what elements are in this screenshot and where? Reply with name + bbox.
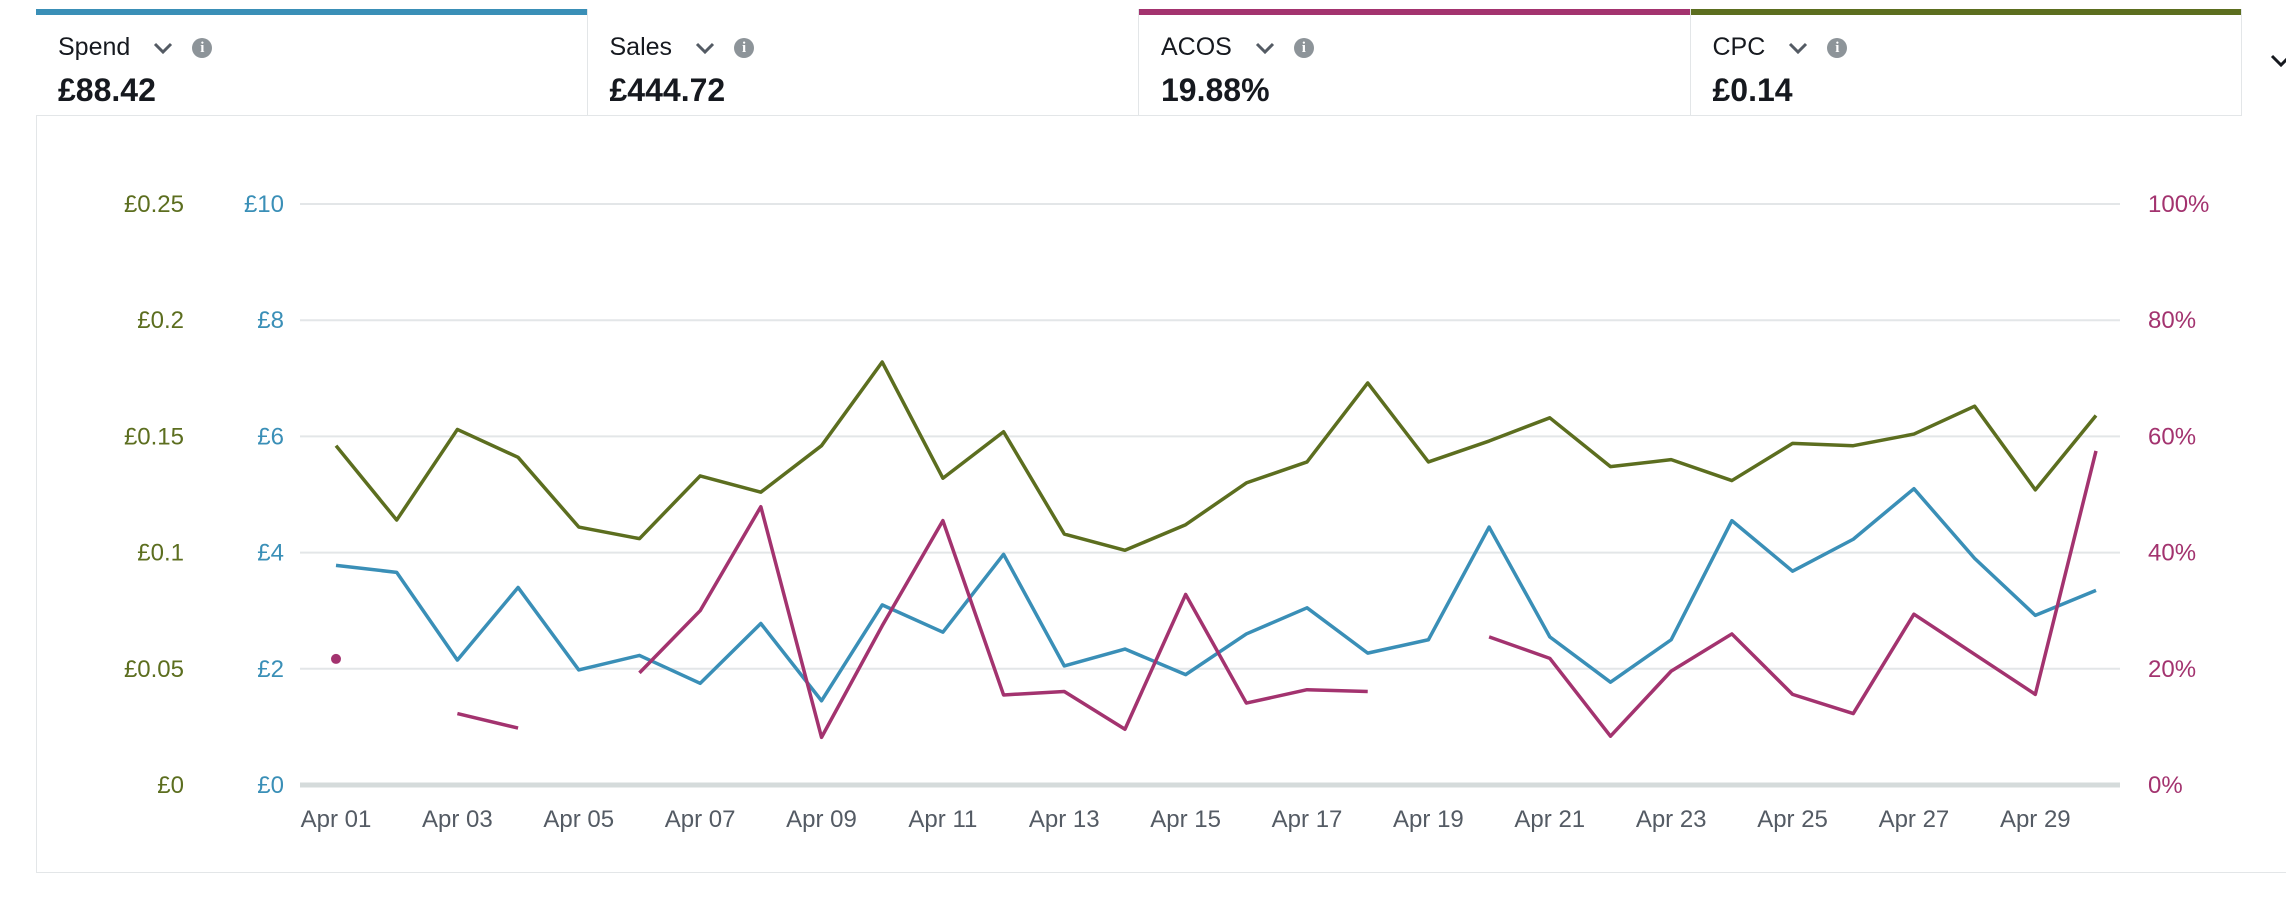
spend-tick-label: £0	[257, 772, 284, 799]
chart-panel	[36, 9, 2286, 873]
x-tick-label: Apr 25	[1757, 806, 1828, 833]
metric-name: Spend	[58, 33, 131, 61]
x-tick-label: Apr 23	[1636, 806, 1707, 833]
cpc-tick-label: £0.1	[137, 540, 184, 567]
x-tick-label: Apr 27	[1879, 806, 1950, 833]
acos-series-line	[1488, 450, 2098, 738]
metric-name: CPC	[1712, 33, 1766, 61]
cpc-tick-label: £0	[157, 772, 184, 799]
metric-value: £88.42	[58, 72, 156, 108]
spend-tick-label: £8	[257, 307, 284, 334]
x-tick-label: Apr 13	[1029, 806, 1100, 833]
acos-tick-label: 20%	[2148, 656, 2196, 683]
spend-tick-label: £4	[257, 540, 284, 567]
metric-tile-spend[interactable]: Spend i £88.42	[36, 9, 587, 116]
x-tick-label: Apr 19	[1393, 806, 1464, 833]
collapse-chevron-icon[interactable]	[2268, 48, 2286, 74]
metric-tile-sales[interactable]: Sales i £444.72	[586, 9, 1138, 116]
metric-tiles: Spend i £88.42 Sales i £444.72 ACOS i 19…	[36, 9, 2242, 116]
acos-tick-label: 60%	[2148, 423, 2196, 450]
acos-series-line	[456, 711, 519, 730]
x-tick-label: Apr 29	[2000, 806, 2071, 833]
x-tick-label: Apr 07	[665, 806, 736, 833]
acos-tick-label: 80%	[2148, 307, 2196, 334]
x-tick-label: Apr 21	[1514, 806, 1585, 833]
metric-name: Sales	[609, 33, 673, 61]
cpc-tick-label: £0.25	[124, 191, 184, 218]
metric-color-bar	[36, 9, 587, 15]
cpc-tick-label: £0.2	[137, 307, 184, 334]
acos-tick-label: 0%	[2148, 772, 2183, 799]
metric-color-bar	[1139, 9, 1690, 15]
x-tick-label: Apr 05	[543, 806, 614, 833]
metric-value: £0.14	[1712, 72, 1793, 108]
x-tick-label: Apr 09	[786, 806, 857, 833]
info-icon[interactable]: i	[192, 37, 213, 58]
chevron-down-icon[interactable]	[150, 35, 176, 61]
x-tick-label: Apr 15	[1150, 806, 1221, 833]
x-tick-label: Apr 01	[301, 806, 372, 833]
cpc-tick-label: £0.15	[124, 423, 184, 450]
info-icon[interactable]: i	[734, 37, 755, 58]
spend-series-line	[335, 486, 2097, 703]
spend-tick-label: £6	[257, 423, 284, 450]
acos-tick-label: 40%	[2148, 540, 2196, 567]
acos-point	[331, 653, 341, 664]
chevron-down-icon[interactable]	[1785, 35, 1811, 61]
cpc-series-line	[334, 360, 2098, 553]
info-icon[interactable]: i	[1293, 37, 1314, 58]
x-tick-label: Apr 17	[1272, 806, 1343, 833]
metric-value: 19.88%	[1161, 72, 1270, 108]
acos-tick-label: 100%	[2148, 191, 2209, 218]
metric-color-bar	[1690, 9, 2241, 15]
spend-tick-label: £2	[257, 656, 284, 683]
info-icon[interactable]: i	[1827, 37, 1848, 58]
metric-tile-cpc[interactable]: CPC i £0.14	[1689, 9, 2242, 116]
acos-series-line	[638, 504, 1368, 740]
x-tick-label: Apr 11	[908, 806, 977, 833]
x-tick-label: Apr 03	[422, 806, 493, 833]
chevron-down-icon[interactable]	[1252, 35, 1278, 61]
cpc-tick-label: £0.05	[124, 656, 184, 683]
spend-tick-label: £10	[244, 191, 284, 218]
chevron-down-icon[interactable]	[692, 35, 718, 61]
metric-value: £444.72	[609, 72, 726, 108]
metric-name: ACOS	[1161, 33, 1232, 61]
metric-tile-acos[interactable]: ACOS i 19.88%	[1138, 9, 1690, 116]
